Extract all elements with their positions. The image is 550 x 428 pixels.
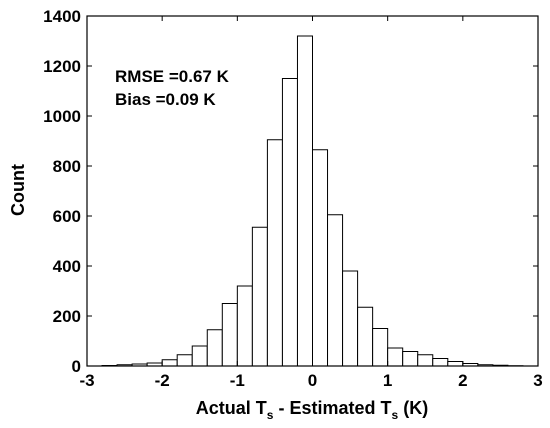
histogram-bar [266, 139, 283, 367]
x-label-middle: - Estimated T [273, 398, 391, 418]
y-tick-label: 400 [53, 257, 81, 276]
histogram-bar [161, 359, 178, 367]
x-axis-label: Actual Ts - Estimated Ts (K) [196, 398, 428, 422]
y-tick-label: 800 [53, 157, 81, 176]
x-label-suffix: (K) [398, 398, 428, 418]
histogram-bar [372, 328, 389, 367]
histogram-bar [312, 149, 329, 367]
histogram-bar [221, 303, 238, 367]
x-label-sub2: s [392, 408, 399, 422]
y-tick-label: 600 [53, 207, 81, 226]
x-tick-label: 3 [533, 371, 542, 390]
bias-annotation: Bias =0.09 K [115, 90, 216, 109]
histogram-bar [206, 329, 223, 367]
x-tick-label: 0 [308, 371, 317, 390]
x-tick-label: -3 [79, 371, 94, 390]
histogram-bar [387, 347, 404, 367]
histogram-bar [191, 345, 208, 367]
histogram-bar [236, 285, 253, 367]
x-tick-label: 2 [458, 371, 467, 390]
histogram-bar [342, 270, 359, 367]
histogram-bar [176, 354, 193, 367]
histogram-bar [432, 358, 449, 367]
rmse-annotation: RMSE =0.67 K [115, 67, 230, 86]
bars-group [101, 35, 524, 367]
tick-labels-group: -3 -2 -1 0 1 2 3 0 200 400 600 800 1000 1200 1400 [43, 7, 543, 390]
y-tick-label: 1000 [43, 107, 81, 126]
x-tick-label: -2 [155, 371, 170, 390]
x-label-sub1: s [267, 408, 274, 422]
ticks-group [86, 15, 539, 367]
histogram-bar [327, 214, 344, 367]
y-axis-label: Count [8, 164, 28, 216]
x-tick-label: 1 [383, 371, 392, 390]
histogram-bar [357, 306, 374, 367]
histogram-bar [447, 361, 464, 367]
y-tick-label: 1200 [43, 57, 81, 76]
histogram-bar [281, 78, 298, 367]
x-label-prefix: Actual T [196, 398, 267, 418]
histogram-bar [417, 354, 434, 367]
histogram-bar [251, 226, 268, 367]
x-tick-label: -1 [230, 371, 245, 390]
y-tick-label: 0 [72, 357, 81, 376]
histogram-bar [402, 351, 419, 367]
y-tick-label: 1400 [43, 7, 81, 26]
histogram-bar [296, 35, 314, 367]
y-tick-label: 200 [53, 307, 81, 326]
